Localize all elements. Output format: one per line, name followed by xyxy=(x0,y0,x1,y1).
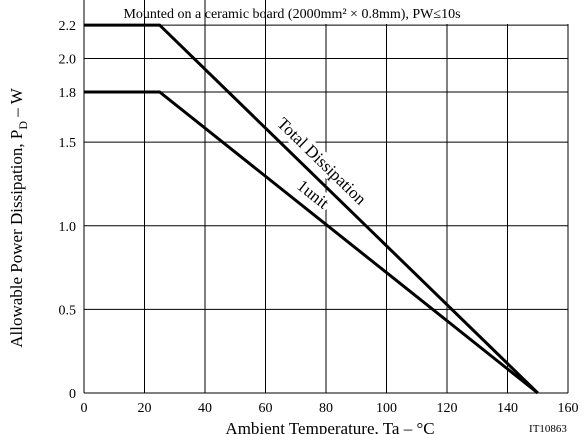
title-mask xyxy=(292,0,584,24)
y-axis-label: Allowable Power Dissipation, PD – W xyxy=(7,87,30,348)
y-tick-label: 2.2 xyxy=(59,19,77,34)
curves xyxy=(84,23,539,395)
y-tick-label: 0 xyxy=(69,387,76,402)
y-tick-label: 1.8 xyxy=(59,86,77,101)
x-tick-label: 40 xyxy=(198,401,212,416)
series-line-1 xyxy=(84,23,539,395)
chart-title: Mounted on a ceramic board (2000mm² × 0.… xyxy=(123,7,460,22)
x-tick-label: 160 xyxy=(558,401,579,416)
x-tick-label: 20 xyxy=(138,401,152,416)
x-tick-label: 60 xyxy=(259,401,273,416)
y-tick-label: 1.0 xyxy=(59,220,77,235)
y-axis-label-unit: – W xyxy=(7,87,26,121)
series-line-2 xyxy=(84,90,539,395)
series-label-backing xyxy=(271,112,372,211)
y-axis-label-main: Allowable Power Dissipation, P xyxy=(7,130,26,348)
x-tick-label: 80 xyxy=(319,401,333,416)
x-tick-label: 120 xyxy=(437,401,458,416)
x-axis-label: Ambient Temperature, Ta – °C xyxy=(225,419,434,434)
x-tick-label: 0 xyxy=(81,401,88,416)
tick-labels: 0 20 40 60 80 100 120 140 160 0 0.5 1.0 1.5 1.8 2.0 2.2 xyxy=(59,19,579,416)
y-tick-label: 2.0 xyxy=(59,53,77,68)
y-axis-label-subscript: D xyxy=(16,121,30,130)
x-tick-label: 140 xyxy=(497,401,518,416)
series-label-backing xyxy=(291,174,335,214)
x-tick-label: 100 xyxy=(376,401,397,416)
figure-id: IT10863 xyxy=(529,423,567,434)
y-tick-label: 0.5 xyxy=(59,303,77,318)
y-tick-label: 1.5 xyxy=(59,136,77,151)
